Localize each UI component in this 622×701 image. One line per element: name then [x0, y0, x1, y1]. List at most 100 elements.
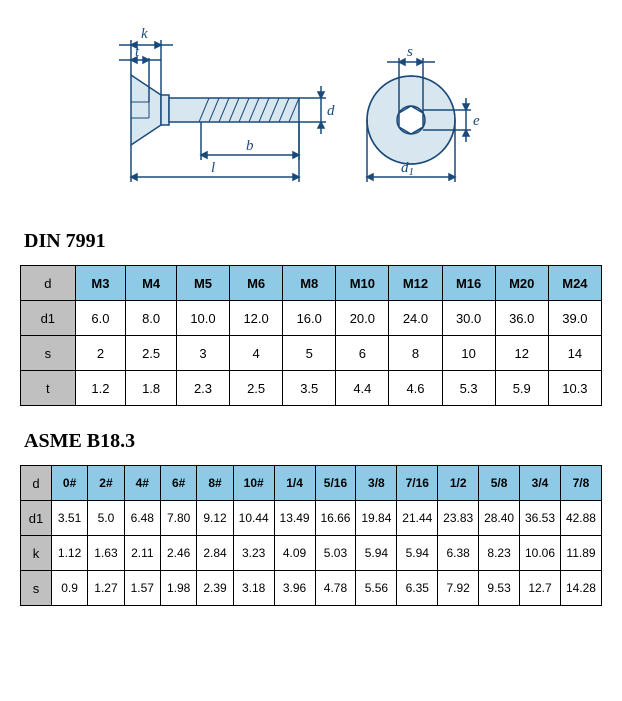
cell: 10.0 — [176, 301, 229, 336]
col-header: 7/8 — [560, 466, 601, 501]
cell: 0.9 — [51, 571, 87, 606]
col-header: M12 — [389, 266, 442, 301]
cell: 4 — [230, 336, 283, 371]
cell: 11.89 — [560, 536, 601, 571]
cell: 5.03 — [315, 536, 356, 571]
cell: 6.48 — [124, 501, 160, 536]
col-header: 0# — [51, 466, 87, 501]
cell: 2.46 — [160, 536, 196, 571]
row-header-s: s — [21, 571, 52, 606]
cell: 21.44 — [397, 501, 438, 536]
cell: 10.44 — [233, 501, 274, 536]
cell: 2 — [75, 336, 126, 371]
col-header: 7/16 — [397, 466, 438, 501]
cell: 6.35 — [397, 571, 438, 606]
col-header: 10# — [233, 466, 274, 501]
col-header: M10 — [336, 266, 389, 301]
col-header: 6# — [160, 466, 196, 501]
svg-text:d: d — [327, 103, 335, 119]
cell: 30.0 — [442, 301, 495, 336]
col-header: 4# — [124, 466, 160, 501]
cell: 6.0 — [75, 301, 126, 336]
cell: 5 — [283, 336, 336, 371]
cell: 5.94 — [356, 536, 397, 571]
col-header: M8 — [283, 266, 336, 301]
col-header: 5/8 — [479, 466, 520, 501]
cell: 5.56 — [356, 571, 397, 606]
cell: 6 — [336, 336, 389, 371]
row-header-d: d — [21, 466, 52, 501]
cell: 36.53 — [520, 501, 561, 536]
cell: 5.0 — [88, 501, 124, 536]
col-header: 8# — [197, 466, 233, 501]
col-header: M6 — [230, 266, 283, 301]
cell: 5.3 — [442, 371, 495, 406]
table2-title: ASME B18.3 — [24, 430, 602, 453]
cell: 4.6 — [389, 371, 442, 406]
svg-text:e: e — [473, 113, 480, 129]
cell: 16.66 — [315, 501, 356, 536]
table1-title: DIN 7991 — [24, 230, 602, 253]
table-row: s 0.9 1.27 1.57 1.98 2.39 3.18 3.96 4.78… — [21, 571, 602, 606]
col-header: M24 — [548, 266, 601, 301]
cell: 42.88 — [560, 501, 601, 536]
cell: 3.51 — [51, 501, 87, 536]
row-header-d1: d1 — [21, 501, 52, 536]
cell: 1.27 — [88, 571, 124, 606]
cell: 9.53 — [479, 571, 520, 606]
cell: 12.0 — [230, 301, 283, 336]
cell: 14.28 — [560, 571, 601, 606]
cell: 3 — [176, 336, 229, 371]
col-header: M16 — [442, 266, 495, 301]
cell: 36.0 — [495, 301, 548, 336]
cell: 8 — [389, 336, 442, 371]
table-asme-b183: d 0# 2# 4# 6# 8# 10# 1/4 5/16 3/8 7/16 1… — [20, 465, 602, 606]
cell: 6.38 — [438, 536, 479, 571]
cell: 1.8 — [126, 371, 177, 406]
cell: 4.78 — [315, 571, 356, 606]
table-row: d1 3.51 5.0 6.48 7.80 9.12 10.44 13.49 1… — [21, 501, 602, 536]
col-header: M5 — [176, 266, 229, 301]
cell: 3.96 — [274, 571, 315, 606]
table-row: k 1.12 1.63 2.11 2.46 2.84 3.23 4.09 5.0… — [21, 536, 602, 571]
cell: 24.0 — [389, 301, 442, 336]
table-din7991: d M3 M4 M5 M6 M8 M10 M12 M16 M20 M24 d1 … — [20, 265, 602, 406]
col-header: 1/2 — [438, 466, 479, 501]
cell: 2.5 — [230, 371, 283, 406]
col-header: 2# — [88, 466, 124, 501]
col-header: M3 — [75, 266, 126, 301]
cell: 14 — [548, 336, 601, 371]
cell: 23.83 — [438, 501, 479, 536]
col-header: M4 — [126, 266, 177, 301]
cell: 4.4 — [336, 371, 389, 406]
svg-text:t: t — [135, 44, 140, 60]
cell: 1.63 — [88, 536, 124, 571]
cell: 12.7 — [520, 571, 561, 606]
row-header-d: d — [21, 266, 76, 301]
cell: 39.0 — [548, 301, 601, 336]
svg-text:b: b — [246, 138, 254, 154]
cell: 2.11 — [124, 536, 160, 571]
table-row: t 1.2 1.8 2.3 2.5 3.5 4.4 4.6 5.3 5.9 10… — [21, 371, 602, 406]
row-header-k: k — [21, 536, 52, 571]
cell: 3.18 — [233, 571, 274, 606]
cell: 5.94 — [397, 536, 438, 571]
cell: 1.2 — [75, 371, 126, 406]
svg-text:s: s — [407, 44, 413, 60]
col-header: 3/8 — [356, 466, 397, 501]
cell: 3.23 — [233, 536, 274, 571]
cell: 2.39 — [197, 571, 233, 606]
row-header-s: s — [21, 336, 76, 371]
col-header: 1/4 — [274, 466, 315, 501]
cell: 7.80 — [160, 501, 196, 536]
table-row: s 2 2.5 3 4 5 6 8 10 12 14 — [21, 336, 602, 371]
screw-diagram: k t d b l — [91, 20, 531, 200]
cell: 1.12 — [51, 536, 87, 571]
cell: 19.84 — [356, 501, 397, 536]
cell: 2.3 — [176, 371, 229, 406]
cell: 5.9 — [495, 371, 548, 406]
cell: 3.5 — [283, 371, 336, 406]
cell: 2.5 — [126, 336, 177, 371]
cell: 9.12 — [197, 501, 233, 536]
row-header-t: t — [21, 371, 76, 406]
